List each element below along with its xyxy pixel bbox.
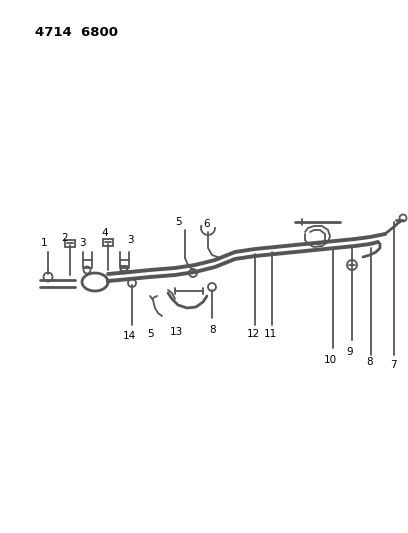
Text: 7: 7 bbox=[390, 360, 396, 370]
Text: 11: 11 bbox=[264, 329, 277, 339]
Text: 5: 5 bbox=[147, 329, 153, 339]
Text: 10: 10 bbox=[324, 355, 337, 365]
Bar bbox=[65, 240, 75, 247]
Text: 13: 13 bbox=[169, 327, 183, 337]
Text: 3: 3 bbox=[127, 235, 133, 245]
Text: 3: 3 bbox=[79, 238, 85, 248]
Text: 8: 8 bbox=[210, 325, 216, 335]
Text: 8: 8 bbox=[367, 357, 373, 367]
Text: 1: 1 bbox=[41, 238, 47, 248]
Text: 14: 14 bbox=[122, 331, 135, 341]
Text: 4: 4 bbox=[102, 228, 108, 238]
Text: 5: 5 bbox=[175, 217, 181, 227]
Bar bbox=[121, 266, 127, 271]
Bar bbox=[103, 239, 113, 246]
Text: 9: 9 bbox=[347, 347, 353, 357]
Text: 4714  6800: 4714 6800 bbox=[35, 26, 118, 38]
Text: 6: 6 bbox=[204, 219, 210, 229]
Text: 12: 12 bbox=[246, 329, 259, 339]
Text: 2: 2 bbox=[62, 233, 68, 243]
